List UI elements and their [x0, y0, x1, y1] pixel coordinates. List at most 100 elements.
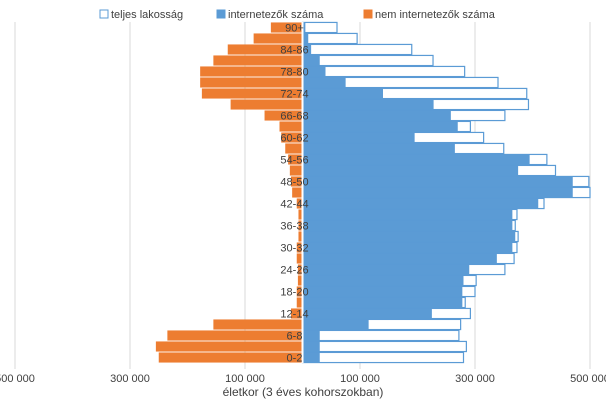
- bar-non-internet-6-8: [167, 330, 303, 341]
- bar-non-internet-39-41: [298, 209, 303, 220]
- category-label: 12-14: [280, 309, 308, 321]
- bar-internet-45-47: [302, 187, 573, 198]
- bar-total-3-5: [301, 340, 467, 353]
- bar-non-internet-69-71: [230, 99, 303, 110]
- bar-internet-36-38: [302, 220, 513, 231]
- bar-internet-6-8: [302, 330, 320, 341]
- bar-internet-21-23: [302, 275, 464, 286]
- bar-internet-42-44: [302, 198, 539, 209]
- bar-non-internet-66-68: [264, 110, 303, 121]
- category-label: 30-32: [280, 243, 308, 255]
- bar-total-84-86: [301, 43, 413, 56]
- legend-label: internetezők száma: [228, 9, 324, 21]
- category-label: 66-68: [280, 111, 308, 123]
- bar-internet-69-71: [302, 99, 434, 110]
- bar-internet-81-83: [302, 55, 320, 66]
- bar-internet-51-53: [302, 165, 519, 176]
- bar-non-internet-87-89: [253, 33, 303, 44]
- category-label: 72-74: [280, 89, 308, 101]
- bar-internet-3-5: [302, 341, 320, 352]
- bar-total-0-2: [301, 351, 465, 364]
- legend-swatch: [363, 9, 373, 19]
- bar-non-internet-3-5: [155, 341, 303, 352]
- x-tick-label: 300 000: [455, 373, 495, 385]
- bar-internet-63-65: [302, 121, 458, 132]
- bar-non-internet-0-2: [158, 352, 303, 363]
- bar-non-internet-33-35: [298, 231, 303, 242]
- bar-non-internet-78-80: [200, 66, 303, 77]
- legend-label: nem internetezők száma: [375, 9, 496, 21]
- bar-non-internet-75-77: [200, 77, 303, 88]
- bars: [155, 21, 591, 364]
- bar-total-6-8: [301, 329, 460, 342]
- legend-swatch: [216, 9, 226, 19]
- category-label: 48-50: [280, 177, 308, 189]
- bar-non-internet-36-38: [298, 220, 303, 231]
- category-label: 0-2: [287, 353, 303, 365]
- bar-internet-90+: [302, 22, 306, 33]
- bar-non-internet-45-47: [292, 187, 303, 198]
- bar-internet-39-41: [302, 209, 513, 220]
- bar-non-internet-51-53: [289, 165, 303, 176]
- bar-non-internet-84-86: [227, 44, 303, 55]
- category-label: 54-56: [280, 155, 308, 167]
- bar-internet-54-56: [302, 154, 530, 165]
- bar-total-81-83: [301, 54, 434, 67]
- bar-non-internet-24-26: [297, 264, 303, 275]
- bar-internet-33-35: [302, 231, 516, 242]
- bar-non-internet-60-62: [281, 132, 303, 143]
- bar-internet-78-80: [302, 66, 326, 77]
- x-tick-label: 100 000: [225, 373, 265, 385]
- bar-internet-72-74: [302, 88, 383, 99]
- bar-non-internet-72-74: [201, 88, 303, 99]
- bar-total-90+: [301, 21, 338, 34]
- bar-internet-84-86: [302, 44, 312, 55]
- bar-internet-18-20: [302, 286, 463, 297]
- x-tick-label: 100 000: [340, 373, 380, 385]
- x-tick-label: 500 000: [570, 373, 606, 385]
- category-label: 60-62: [280, 133, 308, 145]
- bar-non-internet-57-59: [285, 143, 303, 154]
- legend-label: teljes lakosság: [111, 9, 183, 21]
- bar-non-internet-90+: [270, 22, 303, 33]
- legend: teljes lakosság internetezők száma nem int…: [99, 9, 496, 21]
- x-axis-label: életkor (3 éves kohorszokban): [223, 385, 384, 399]
- category-label: 6-8: [287, 331, 303, 343]
- bar-non-internet-42-44: [296, 198, 303, 209]
- legend-swatch: [99, 9, 109, 19]
- bar-total-87-89: [301, 32, 358, 45]
- bar-internet-57-59: [302, 143, 455, 154]
- category-label: 24-26: [280, 265, 308, 277]
- category-label: 84-86: [280, 45, 308, 57]
- category-label: 90+: [285, 23, 304, 35]
- category-label: 42-44: [280, 199, 308, 211]
- bar-non-internet-63-65: [279, 121, 303, 132]
- bar-internet-75-77: [302, 77, 346, 88]
- bar-internet-48-50: [302, 176, 573, 187]
- bar-internet-24-26: [302, 264, 470, 275]
- bar-internet-0-2: [302, 352, 320, 363]
- bar-non-internet-9-11: [213, 319, 303, 330]
- category-label: 18-20: [280, 287, 308, 299]
- bar-non-internet-27-29: [296, 253, 303, 264]
- x-axis-ticks: 500 000 300 000 100 000 100 000 300 000 500 0…: [0, 373, 606, 385]
- bar-non-internet-54-56: [288, 154, 303, 165]
- bar-internet-87-89: [302, 33, 309, 44]
- bar-internet-60-62: [302, 132, 415, 143]
- category-labels: 0-2 6-8 12-14 18-20 24-26 30-32 36-38 42-44 48-5…: [280, 23, 308, 365]
- category-label: 36-38: [280, 221, 308, 233]
- x-tick-label: 300 000: [110, 373, 150, 385]
- bar-total-78-80: [301, 65, 466, 78]
- bar-non-internet-12-14: [291, 308, 303, 319]
- bar-non-internet-48-50: [291, 176, 303, 187]
- bar-non-internet-81-83: [213, 55, 303, 66]
- bar-non-internet-30-32: [296, 242, 303, 253]
- bar-internet-66-68: [302, 110, 451, 121]
- bar-non-internet-15-17: [296, 297, 303, 308]
- bar-internet-12-14: [302, 308, 432, 319]
- x-tick-label: 500 000: [0, 373, 35, 385]
- bar-non-internet-18-20: [296, 286, 303, 297]
- bar-internet-9-11: [302, 319, 369, 330]
